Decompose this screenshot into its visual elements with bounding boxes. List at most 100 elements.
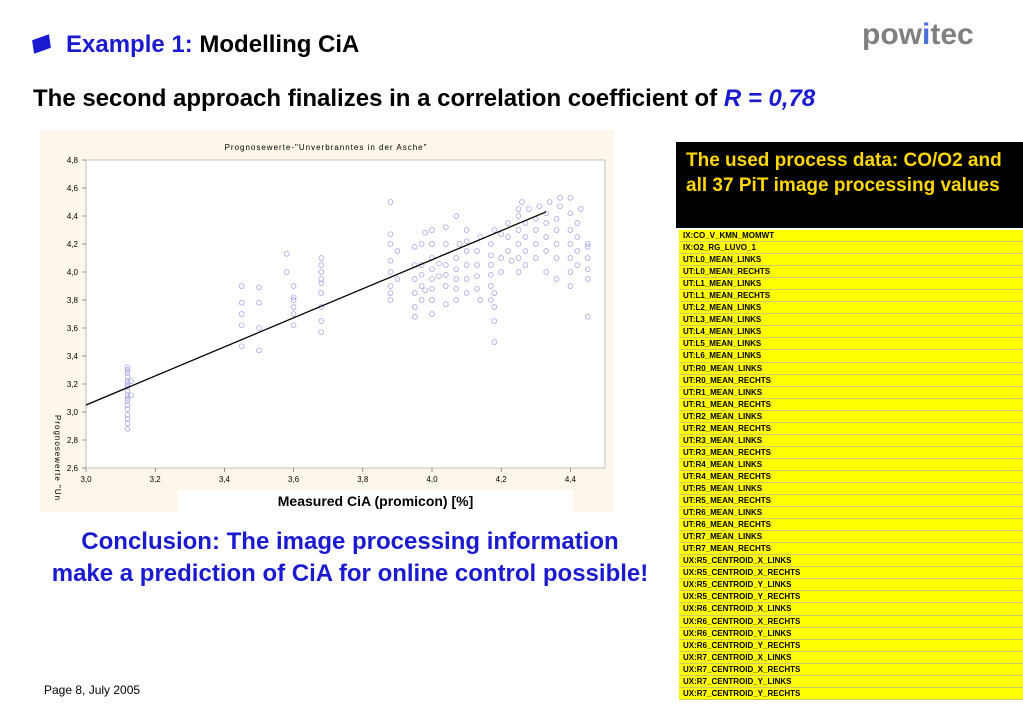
data-point: [290, 283, 297, 289]
variable-item: UX:R5_CENTROID_Y_RECHTS: [679, 591, 1023, 604]
variable-item: UX:R5_CENTROID_X_LINKS: [679, 555, 1023, 568]
x-axis-label-box: Measured CiA (promicon) [%]: [178, 490, 573, 512]
variable-item: UT:R1_MEAN_RECHTS: [679, 399, 1023, 411]
variable-item: UX:R6_CENTROID_Y_LINKS: [679, 628, 1023, 640]
data-point: [387, 241, 394, 247]
data-point: [238, 311, 245, 317]
data-point: [505, 220, 511, 226]
variable-item: IX:O2_RG_LUVO_1: [679, 242, 1023, 255]
y-tick-label: 4,2: [67, 240, 79, 249]
data-point: [543, 248, 549, 254]
data-point: [533, 227, 539, 233]
variable-item: UT:R4_MEAN_LINKS: [679, 459, 1023, 471]
data-point: [463, 238, 470, 244]
variable-list: IX:CO_V_KMN_MOMWT IX:O2_RG_LUVO_1 UT:L0_ME…: [679, 230, 1023, 700]
y-axis-label: Prognosewerte "Un: [53, 415, 62, 501]
data-point: [124, 398, 131, 404]
data-point: [488, 241, 494, 247]
x-tick-label: 3,6: [288, 475, 300, 484]
data-point: [553, 276, 560, 282]
data-point: [238, 343, 245, 349]
data-point: [290, 311, 297, 317]
variable-item: UX:R6_CENTROID_X_RECHTS: [679, 616, 1023, 628]
data-point: [318, 255, 325, 261]
y-tick-label: 3,2: [67, 380, 79, 389]
data-point: [488, 283, 494, 289]
variable-item: UT:R7_MEAN_RECHTS: [679, 543, 1023, 556]
data-point: [536, 203, 543, 209]
data-point: [124, 426, 131, 432]
data-point: [567, 269, 574, 275]
data-point: [567, 195, 574, 201]
data-point: [290, 297, 297, 303]
data-point: [474, 273, 480, 279]
powitec-logo: powitec: [862, 18, 974, 52]
data-point: [453, 286, 459, 292]
data-point: [411, 276, 418, 282]
variable-item: UT:R6_MEAN_LINKS: [679, 507, 1023, 520]
data-point: [522, 262, 529, 268]
variable-item: UT:L1_MEAN_LINKS: [679, 278, 1023, 291]
title-rest: Modelling CiA: [199, 31, 360, 58]
data-point: [238, 322, 245, 328]
data-point: [553, 241, 560, 247]
data-point: [515, 227, 522, 233]
data-point: [474, 286, 480, 292]
variable-item: UT:R6_MEAN_RECHTS: [679, 519, 1023, 532]
x-tick-label: 3,8: [357, 475, 369, 484]
data-point: [488, 252, 494, 258]
data-point: [453, 276, 459, 282]
data-point: [574, 234, 581, 240]
data-point: [522, 248, 529, 254]
data-point: [429, 311, 435, 317]
data-point: [429, 266, 435, 272]
data-point: [519, 199, 525, 205]
data-point: [256, 325, 262, 331]
data-point: [124, 381, 131, 387]
data-point: [238, 283, 245, 289]
data-point: [411, 304, 418, 310]
data-point: [491, 339, 498, 345]
logo-prefix: pow: [862, 18, 922, 51]
data-point: [124, 367, 131, 373]
data-point: [128, 378, 134, 384]
data-point: [283, 251, 290, 257]
variable-item: UX:R7_CENTROID_X_LINKS: [679, 652, 1023, 664]
data-point: [124, 388, 131, 394]
x-tick-label: 3,0: [80, 475, 92, 484]
data-point: [574, 248, 581, 254]
data-point: [318, 318, 325, 324]
variable-item: UX:R6_CENTROID_Y_RECHTS: [679, 640, 1023, 652]
y-tick-label: 4,4: [67, 212, 79, 221]
data-point: [567, 210, 574, 216]
y-tick-label: 3,8: [67, 296, 79, 305]
data-point: [436, 273, 442, 279]
data-point: [543, 269, 549, 275]
data-point: [584, 276, 591, 282]
points: [124, 195, 591, 432]
variable-item: UT:R3_MEAN_RECHTS: [679, 447, 1023, 459]
data-point: [290, 294, 297, 300]
data-point: [422, 230, 428, 236]
y-tick-label: 3,4: [67, 352, 79, 361]
data-point: [543, 220, 549, 226]
data-point: [584, 244, 591, 250]
variable-item: UT:R3_MEAN_LINKS: [679, 435, 1023, 447]
data-point: [553, 227, 560, 233]
variable-item: UX:R7_CENTROID_Y_LINKS: [679, 676, 1023, 688]
data-point: [498, 255, 504, 261]
variable-item: UX:R7_CENTROID_Y_RECHTS: [679, 688, 1023, 700]
y-tick-label: 3,6: [67, 324, 79, 333]
data-point: [543, 234, 549, 240]
data-point: [533, 241, 539, 247]
data-point: [238, 300, 245, 306]
variable-item: UT:R2_MEAN_RECHTS: [679, 423, 1023, 435]
data-point: [526, 206, 532, 212]
data-point: [557, 203, 563, 209]
data-point: [567, 227, 574, 233]
y-tick-label: 3,0: [67, 408, 79, 417]
data-point: [574, 262, 581, 268]
slide-subtitle: The second approach finalizes in a corre…: [33, 85, 815, 113]
y-tick-label: 4,0: [67, 268, 79, 277]
data-point: [256, 347, 262, 354]
